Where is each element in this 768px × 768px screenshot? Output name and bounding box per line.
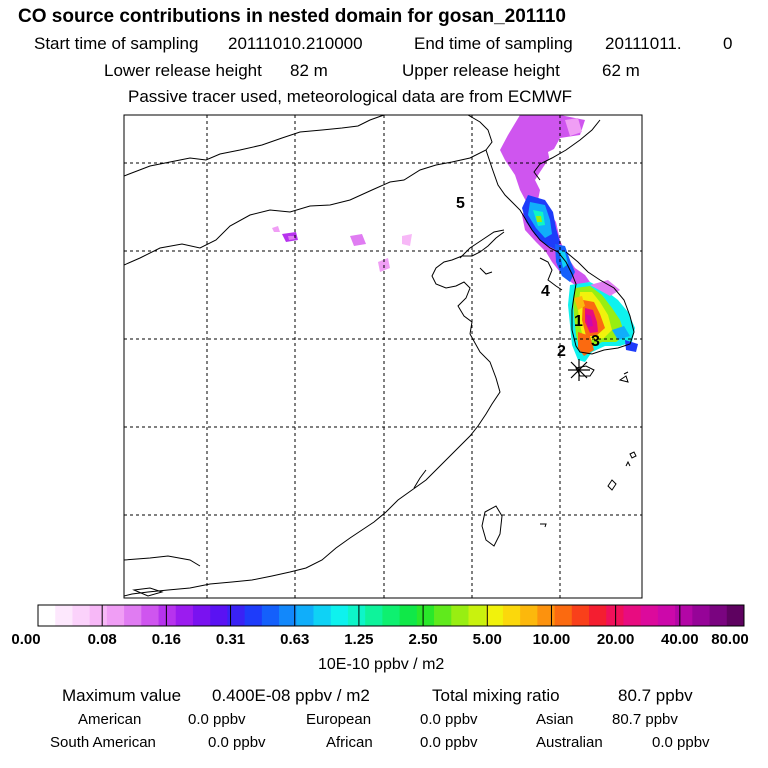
colorbar-swatch (520, 605, 538, 626)
colorbar-swatch (175, 605, 194, 626)
colorbar-swatch (451, 605, 469, 626)
colorbar-border (37, 604, 745, 627)
colorbar-swatch (244, 605, 263, 626)
region-value: 0.0 ppbv (188, 711, 246, 728)
colorbar-tick-label: 0.08 (87, 631, 117, 648)
colorbar-swatch (158, 605, 177, 626)
colorbar-swatch (571, 605, 590, 626)
colorbar-swatch (416, 605, 435, 626)
end-time-value-2: 0 (723, 34, 733, 53)
upper-release-label: Upper release height (402, 61, 560, 80)
colorbar-swatch (589, 605, 607, 626)
colorbar-swatch (124, 605, 142, 626)
figure-title: CO source contributions in nested domain… (18, 6, 566, 27)
total-mixing-value: 80.7 ppbv (618, 686, 693, 705)
map-frame (123, 114, 643, 599)
total-mixing-label: Total mixing ratio (432, 686, 560, 705)
colorbar-swatch (227, 605, 246, 626)
coastlines (124, 115, 637, 597)
colorbar-tick-label: 80.00 (711, 631, 749, 648)
colorbar-swatch (537, 605, 555, 626)
colorbar-tick-label: 0.63 (280, 631, 310, 648)
colorbar-swatch (330, 605, 349, 626)
region-value: 0.0 ppbv (420, 711, 478, 728)
region-name: Asian (536, 711, 574, 728)
lower-release-value: 82 m (290, 61, 328, 80)
max-value: 0.400E-08 ppbv / m2 (212, 686, 370, 705)
colorbar-swatch (399, 605, 418, 626)
end-time-label: End time of sampling (414, 34, 573, 53)
colorbar-swatch (210, 605, 228, 626)
colorbar-swatch (554, 605, 573, 626)
colorbar-swatch (279, 605, 297, 626)
colorbar-swatch (726, 605, 745, 626)
colorbar-swatch (261, 605, 280, 626)
region-value: 0.0 ppbv (652, 734, 710, 751)
colorbar-swatch (347, 605, 366, 626)
colorbar-tick-label: 40.00 (661, 631, 699, 648)
colorbar-tick-label: 1.25 (344, 631, 374, 648)
cluster-label-4: 4 (541, 283, 550, 300)
colorbar-swatch (485, 605, 504, 626)
start-time-value: 20111010.210000 (228, 34, 363, 53)
colorbar-tick-label: 10.00 (532, 631, 571, 648)
colorbar-swatch (313, 605, 332, 626)
region-value: 80.7 ppbv (612, 711, 678, 728)
colorbar-swatch (38, 605, 56, 626)
cluster-label-5: 5 (456, 195, 465, 212)
tracer-plume (272, 115, 638, 362)
cluster-label-2: 2 (557, 343, 566, 360)
colorbar-swatch (106, 605, 125, 626)
grid-lines (124, 115, 642, 598)
colorbar-swatch (606, 605, 624, 626)
colorbar-swatch (623, 605, 642, 626)
end-time-value: 20111011. (605, 34, 682, 53)
colorbar-tick-label: 0.00 (11, 631, 41, 648)
colorbar-tick-label: 0.31 (215, 631, 246, 648)
colorbar-swatch (141, 605, 159, 626)
region-value: 0.0 ppbv (420, 734, 478, 751)
colorbar-swatch (502, 605, 521, 626)
colorbar-unit: 10E-10 ppbv / m2 (318, 656, 445, 673)
upper-release-value: 62 m (602, 61, 640, 80)
colorbar-swatch (692, 605, 710, 626)
region-name: European (306, 711, 372, 728)
colorbar-swatch (89, 605, 108, 626)
colorbar-swatch (675, 605, 693, 626)
cluster-label-3: 3 (591, 333, 600, 350)
colorbar-swatch (192, 605, 211, 626)
colorbar-swatch (434, 605, 452, 626)
region-name: African (326, 734, 373, 751)
tracer-note: Passive tracer used, meteorological data… (128, 87, 573, 106)
receptor-marker (568, 359, 590, 381)
region-value: 0.0 ppbv (208, 734, 266, 751)
colorbar-tick-label: 5.00 (472, 631, 502, 648)
colorbar-swatch (382, 605, 401, 626)
lower-release-label: Lower release height (104, 61, 262, 80)
colorbar-swatch (55, 605, 73, 626)
colorbar-tick-label: 0.16 (151, 631, 181, 648)
colorbar-swatch (640, 605, 659, 626)
colorbar-tick-label: 2.50 (408, 631, 438, 648)
cluster-label-1: 1 (574, 313, 583, 330)
region-name: South American (50, 734, 156, 751)
colorbar-swatch (709, 605, 728, 626)
colorbar-swatch (296, 605, 314, 626)
start-time-label: Start time of sampling (34, 34, 199, 53)
region-name: Australian (536, 734, 603, 751)
colorbar-swatch (365, 605, 383, 626)
colorbar-swatch (72, 605, 91, 626)
max-value-label: Maximum value (62, 686, 182, 705)
region-name: American (78, 711, 142, 728)
colorbar-swatch (468, 605, 487, 626)
colorbar-swatch (657, 605, 676, 626)
colorbar (37, 604, 745, 627)
colorbar-tick-label: 20.00 (596, 631, 635, 648)
